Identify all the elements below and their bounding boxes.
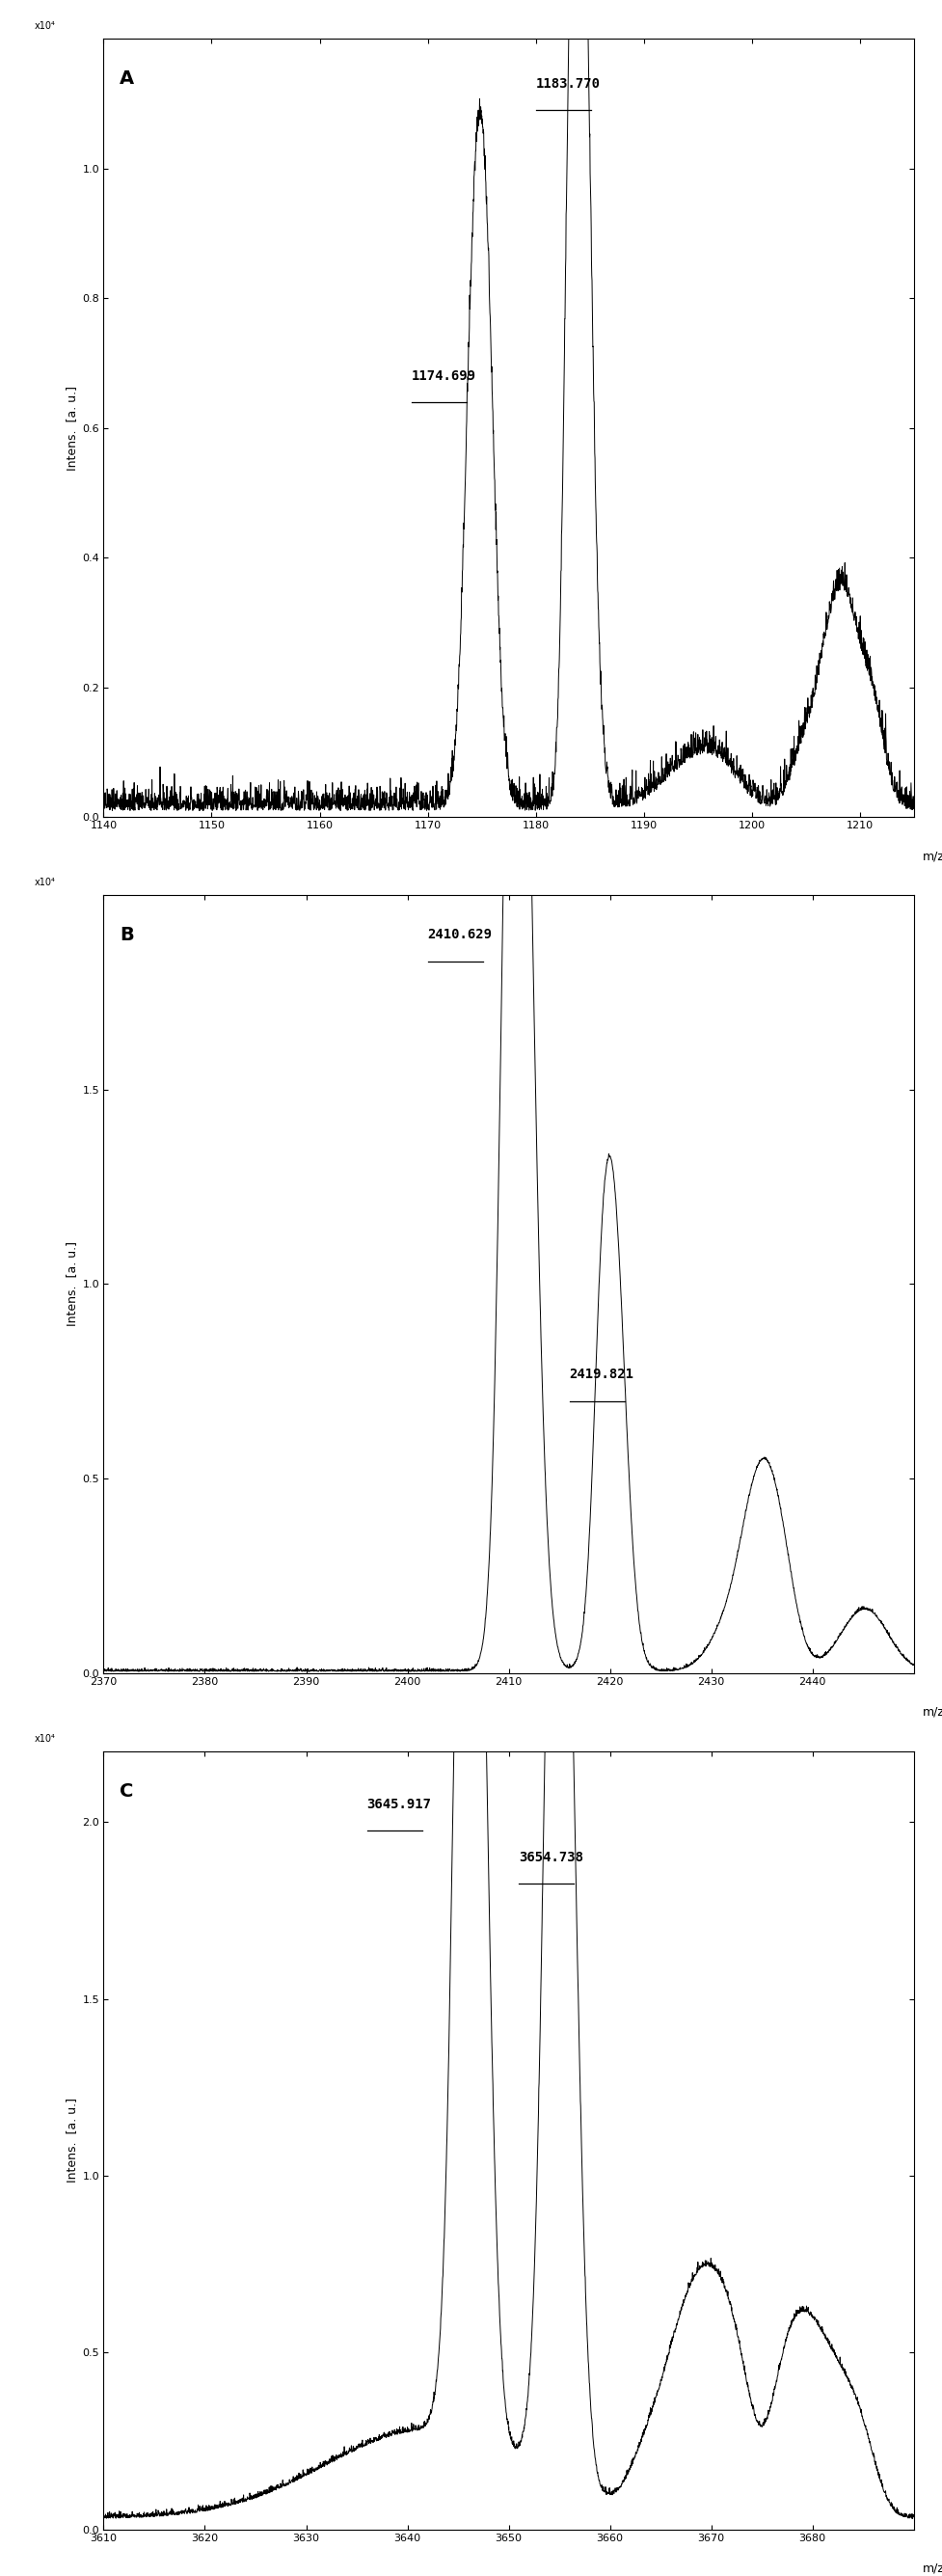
X-axis label: m/z: m/z [923,1705,942,1718]
Text: 1174.699: 1174.699 [412,368,476,381]
Text: B: B [120,925,134,945]
Text: 3654.738: 3654.738 [519,1852,583,1865]
Text: x10⁴: x10⁴ [35,21,56,31]
X-axis label: m/z: m/z [923,850,942,863]
Text: 1183.770: 1183.770 [536,77,600,90]
Text: 3645.917: 3645.917 [366,1798,431,1811]
Text: A: A [120,70,135,88]
Y-axis label: Intens.  [a. u.]: Intens. [a. u.] [66,386,78,471]
X-axis label: m/z: m/z [923,2563,942,2576]
Text: C: C [120,1783,134,1801]
Text: x10⁴: x10⁴ [35,1734,56,1744]
Text: 2419.821: 2419.821 [569,1368,634,1381]
Text: 2410.629: 2410.629 [428,927,493,943]
Text: x10⁴: x10⁴ [35,878,56,886]
Y-axis label: Intens.  [a. u.]: Intens. [a. u.] [66,2097,78,2182]
Y-axis label: Intens.  [a. u.]: Intens. [a. u.] [66,1242,78,1327]
